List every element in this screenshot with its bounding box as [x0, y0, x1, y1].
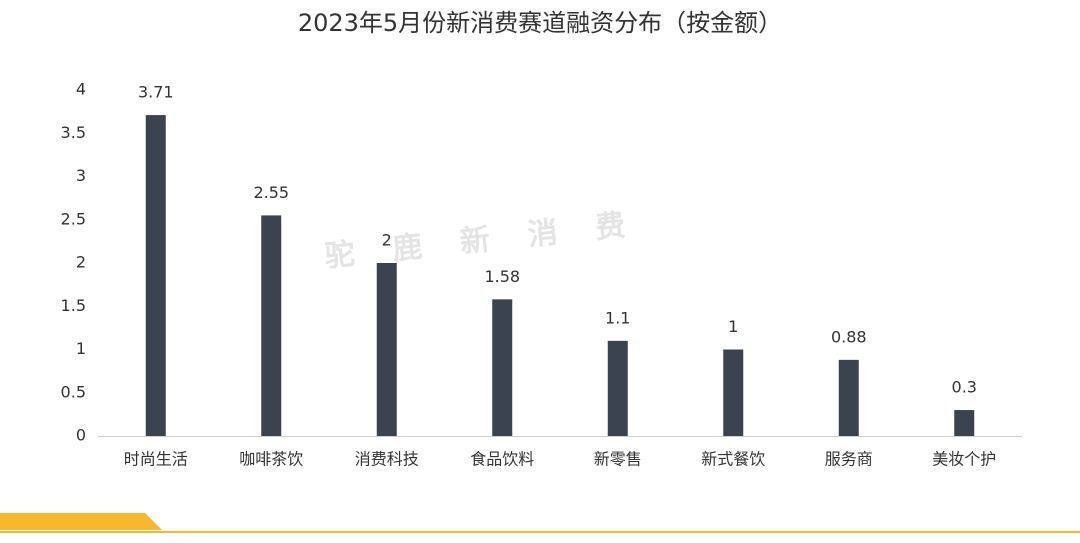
x-tick-label: 新式餐饮 [701, 450, 765, 469]
y-tick-label: 1 [76, 339, 86, 358]
x-tick-label: 消费科技 [355, 450, 419, 469]
bar [376, 263, 397, 436]
bar [723, 349, 744, 436]
value-label: 2.55 [253, 183, 289, 202]
chart-title: 2023年5月份新消费赛道融资分布（按金额） [298, 9, 782, 37]
x-tick-label: 时尚生活 [124, 450, 188, 469]
bar [954, 410, 975, 436]
y-tick-label: 1.5 [61, 296, 86, 315]
value-label: 0.3 [952, 378, 977, 397]
x-tick-label: 新零售 [594, 450, 642, 469]
x-tick-label: 服务商 [825, 450, 873, 469]
value-label: 1.58 [484, 267, 520, 286]
y-tick-label: 3.5 [61, 123, 86, 142]
bar [838, 359, 859, 436]
y-tick-label: 2.5 [61, 209, 86, 228]
x-tick-label: 咖啡茶饮 [239, 450, 303, 469]
x-tick-label: 食品饮料 [470, 450, 534, 469]
value-label: 2 [382, 231, 392, 250]
y-tick-label: 3 [76, 166, 86, 185]
bar [607, 340, 628, 436]
x-tick-label: 美妆个护 [932, 450, 996, 469]
footer-band [0, 513, 162, 530]
value-label: 1 [728, 317, 738, 336]
value-label: 0.88 [831, 327, 867, 346]
bar [492, 299, 513, 436]
bar [261, 215, 282, 436]
value-label: 1.1 [605, 308, 630, 327]
bar [145, 115, 166, 437]
watermark: 驼鹿新消费 [323, 204, 665, 274]
y-tick-label: 4 [76, 80, 86, 99]
y-tick-label: 2 [76, 253, 86, 272]
y-tick-label: 0.5 [61, 382, 86, 401]
value-label: 3.71 [138, 83, 174, 102]
y-tick-label: 0 [76, 426, 86, 445]
